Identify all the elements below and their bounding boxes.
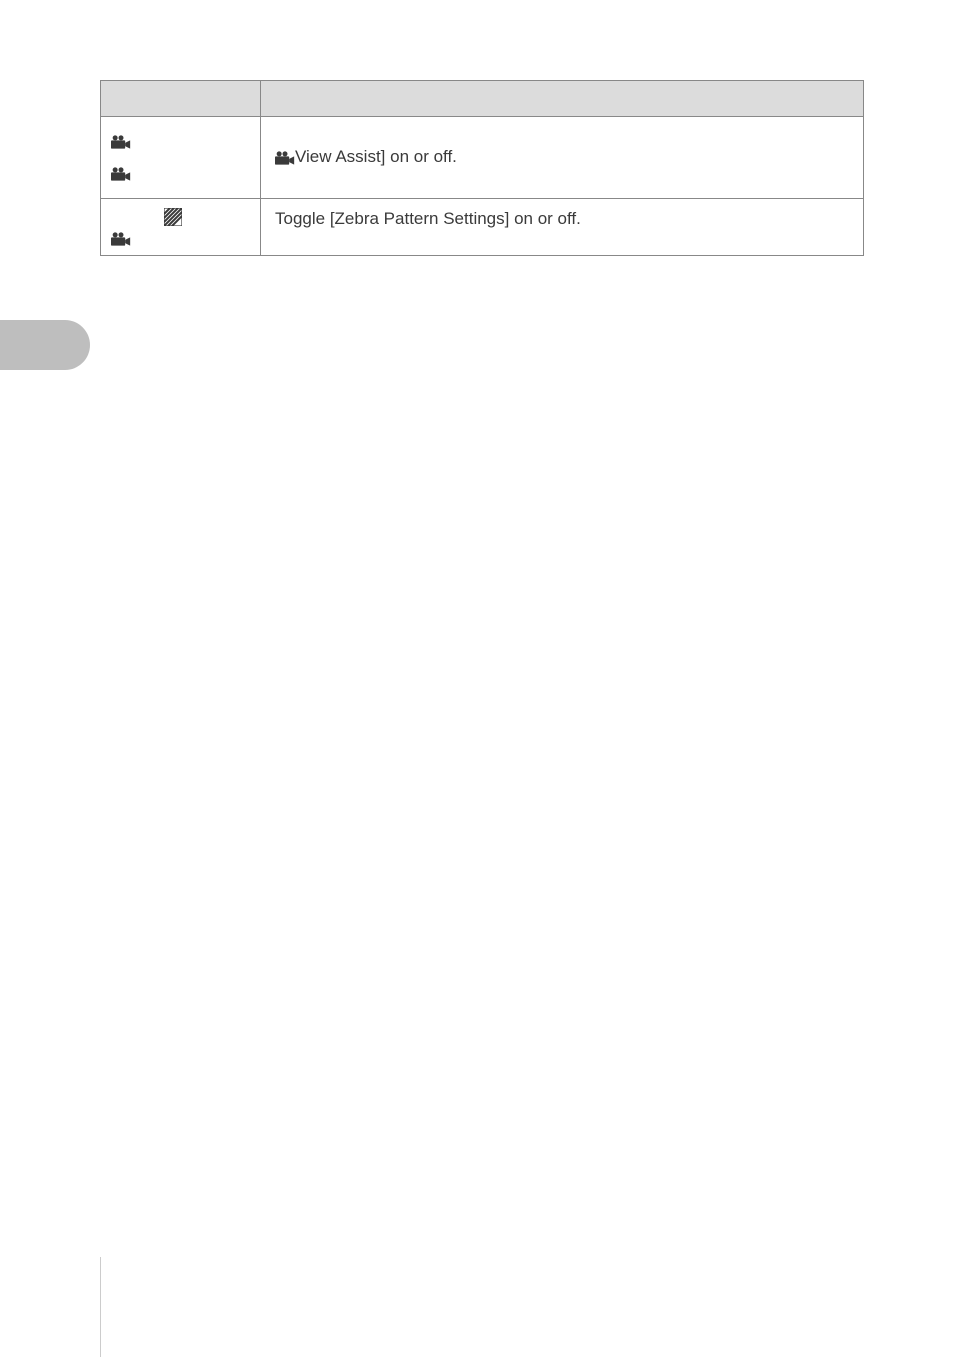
binding-mark [100, 1257, 101, 1357]
video-camera-icon [275, 151, 295, 165]
page-side-tab [0, 320, 90, 370]
table-header-row [101, 81, 864, 117]
table-row: View Assist] on or off. [101, 117, 864, 199]
video-camera-icon [111, 232, 131, 246]
video-camera-icon [111, 135, 131, 149]
header-col-1 [101, 81, 261, 117]
row-2-description: Toggle [Zebra Pattern Settings] on or of… [275, 209, 581, 228]
settings-table: View Assist] on or off. [100, 80, 864, 256]
row-1-left-cell [101, 117, 261, 199]
table-row: Toggle [Zebra Pattern Settings] on or of… [101, 198, 864, 255]
header-col-2 [261, 81, 864, 117]
video-camera-icon [111, 167, 131, 181]
row-1-description: View Assist] on or off. [295, 147, 457, 166]
row-1-right-cell: View Assist] on or off. [261, 117, 864, 199]
row-2-right-cell: Toggle [Zebra Pattern Settings] on or of… [261, 198, 864, 255]
zebra-pattern-icon [164, 208, 182, 226]
row-2-left-cell [101, 198, 261, 255]
